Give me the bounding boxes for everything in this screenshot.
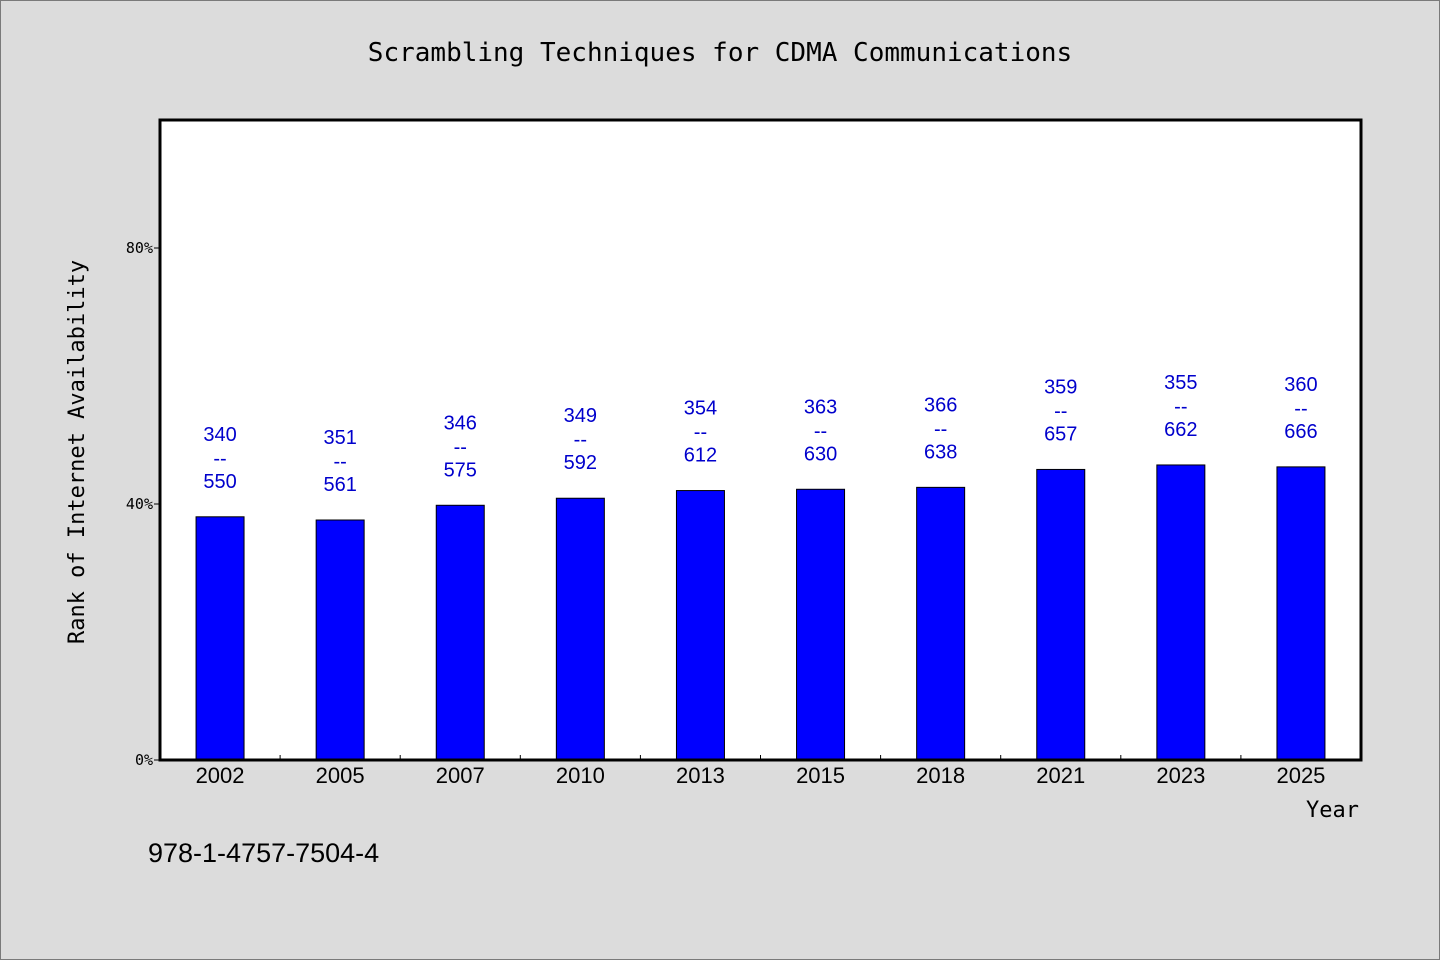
x-tick-label: 2015 <box>796 763 845 788</box>
data-label-separator: -- <box>213 448 226 470</box>
bar <box>675 490 725 761</box>
bar <box>1156 464 1206 761</box>
data-label-top: 363 <box>804 396 837 418</box>
data-label-bottom: 630 <box>804 443 837 465</box>
data-label-top: 359 <box>1044 376 1077 398</box>
x-tick-label: 2018 <box>916 763 965 788</box>
isbn-label: 978-1-4757-7504-4 <box>148 838 379 868</box>
bar <box>796 488 846 761</box>
data-label-bottom: 638 <box>924 441 957 463</box>
bar <box>315 519 365 761</box>
data-label-bottom: 561 <box>323 474 356 496</box>
data-label-separator: -- <box>694 422 707 444</box>
data-label-top: 366 <box>924 394 957 416</box>
bar <box>1276 466 1326 761</box>
bar <box>916 486 966 761</box>
y-tick-label: 0% <box>135 751 153 769</box>
x-tick-label: 2025 <box>1276 763 1325 788</box>
data-label-separator: -- <box>1054 400 1067 422</box>
x-tick-label: 2002 <box>196 763 245 788</box>
data-label-separator: -- <box>454 436 467 458</box>
y-tick-label: 40% <box>126 495 153 513</box>
data-label-bottom: 666 <box>1284 421 1317 443</box>
data-label-top: 340 <box>203 424 236 446</box>
bars-layer <box>195 464 1326 761</box>
data-label-bottom: 592 <box>564 452 597 474</box>
bar <box>435 504 485 761</box>
data-label-top: 355 <box>1164 372 1197 394</box>
data-label-top: 349 <box>564 405 597 427</box>
data-label-top: 354 <box>684 398 717 420</box>
x-tick-label: 2023 <box>1156 763 1205 788</box>
x-tick-label: 2010 <box>556 763 605 788</box>
data-label-bottom: 575 <box>444 459 477 481</box>
x-axis: 2002 2005 2007 2010 2013 2015 2018 2021 2023 2025 <box>196 755 1325 788</box>
data-label-top: 351 <box>323 427 356 449</box>
data-label-separator: -- <box>574 429 587 451</box>
plot-border <box>158 118 1363 762</box>
x-tick-label: 2007 <box>436 763 485 788</box>
y-tick-label: 80% <box>126 239 153 257</box>
data-label-bottom: 550 <box>203 471 236 493</box>
data-label-separator: -- <box>333 451 346 473</box>
data-labels-layer: 340--550351--561346--575349--592354--612… <box>203 372 1317 496</box>
data-label-bottom: 612 <box>684 445 717 467</box>
data-label-separator: -- <box>814 420 827 442</box>
bar <box>195 516 245 761</box>
y-axis: 0% 40% 80% <box>126 239 160 769</box>
data-label-separator: -- <box>1174 396 1187 418</box>
x-tick-label: 2005 <box>316 763 365 788</box>
x-tick-label: 2013 <box>676 763 725 788</box>
x-axis-title: Year <box>1306 798 1359 823</box>
data-label-top: 360 <box>1284 374 1317 396</box>
x-tick-label: 2021 <box>1036 763 1085 788</box>
data-label-separator: -- <box>934 418 947 440</box>
data-label-separator: -- <box>1294 398 1307 420</box>
bar <box>1036 468 1086 761</box>
data-label-bottom: 657 <box>1044 423 1077 445</box>
data-label-bottom: 662 <box>1164 419 1197 441</box>
y-axis-title: Rank of Internet Availability <box>65 260 90 644</box>
bar <box>555 497 605 761</box>
data-label-top: 346 <box>444 412 477 434</box>
chart-title: Scrambling Techniques for CDMA Communica… <box>368 38 1072 68</box>
